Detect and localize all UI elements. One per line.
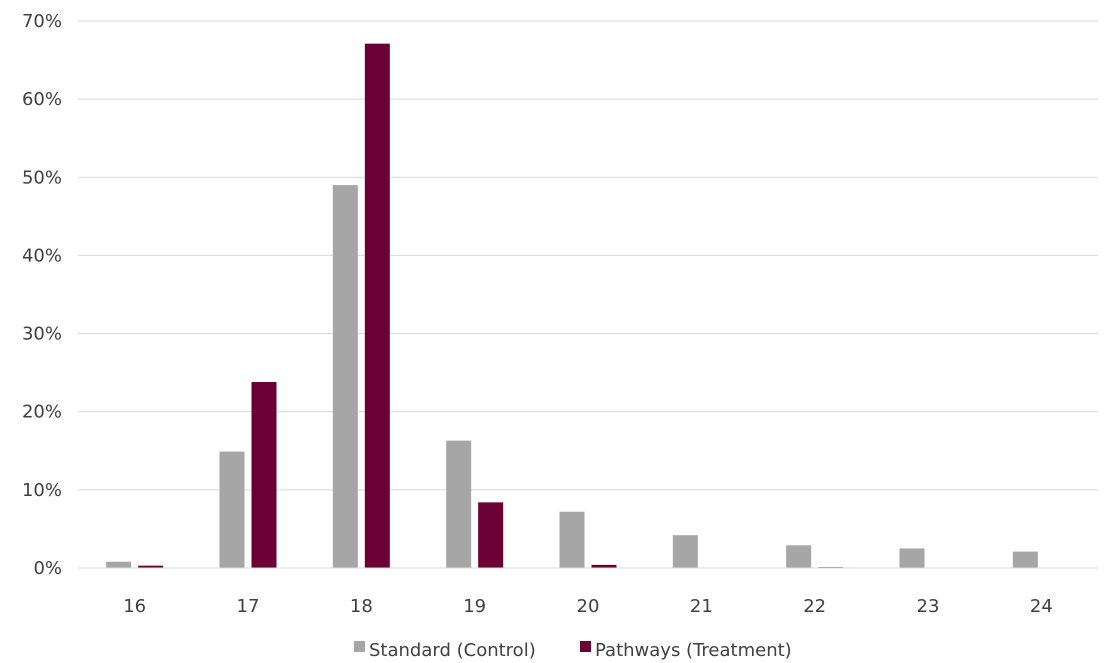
bar-standard-16	[106, 561, 132, 568]
bar-standard-21	[672, 535, 698, 568]
bar-pathways-20	[591, 564, 617, 568]
gridlines	[78, 20, 1098, 491]
x-tick-label: 19	[463, 596, 486, 617]
y-tick-label: 30%	[22, 324, 62, 345]
x-axis-ticks: 16 17 18 19 20 21 22 23 24	[123, 596, 1053, 617]
legend-swatch	[354, 641, 365, 652]
legend: Standard (Control) Pathways (Treatment)	[354, 640, 792, 661]
x-tick-label: 22	[803, 596, 826, 617]
y-axis-ticks: 0% 10% 20% 30% 40% 50% 60% 70%	[22, 11, 62, 579]
bar-pathways-19	[478, 502, 504, 568]
y-tick-label: 10%	[22, 480, 62, 501]
y-tick-label: 20%	[22, 402, 62, 423]
y-tick-label: 40%	[22, 245, 62, 266]
x-tick-label: 21	[690, 596, 713, 617]
bar-pathways-17	[251, 382, 277, 568]
legend-label: Pathways (Treatment)	[595, 640, 792, 661]
y-tick-label: 0%	[33, 558, 62, 579]
x-tick-label: 17	[237, 596, 260, 617]
bar-standard-17	[219, 451, 245, 568]
y-tick-label: 70%	[22, 11, 62, 32]
x-tick-label: 24	[1030, 596, 1053, 617]
bar-standard-19	[446, 440, 472, 568]
legend-label: Standard (Control)	[369, 640, 536, 661]
x-tick-label: 23	[917, 596, 940, 617]
y-tick-label: 50%	[22, 167, 62, 188]
bar-pathways-18	[364, 43, 390, 568]
y-tick-label: 60%	[22, 89, 62, 110]
x-tick-label: 18	[350, 596, 373, 617]
bar-pathways-16	[138, 565, 164, 568]
bar-standard-18	[332, 185, 358, 568]
bar-standard-20	[559, 511, 585, 568]
bar-standard-23	[899, 548, 925, 568]
bars	[106, 43, 1038, 568]
x-tick-label: 16	[123, 596, 146, 617]
x-tick-label: 20	[577, 596, 600, 617]
bar-standard-22	[786, 545, 812, 568]
bar-standard-24	[1012, 551, 1038, 568]
legend-swatch	[580, 641, 591, 652]
